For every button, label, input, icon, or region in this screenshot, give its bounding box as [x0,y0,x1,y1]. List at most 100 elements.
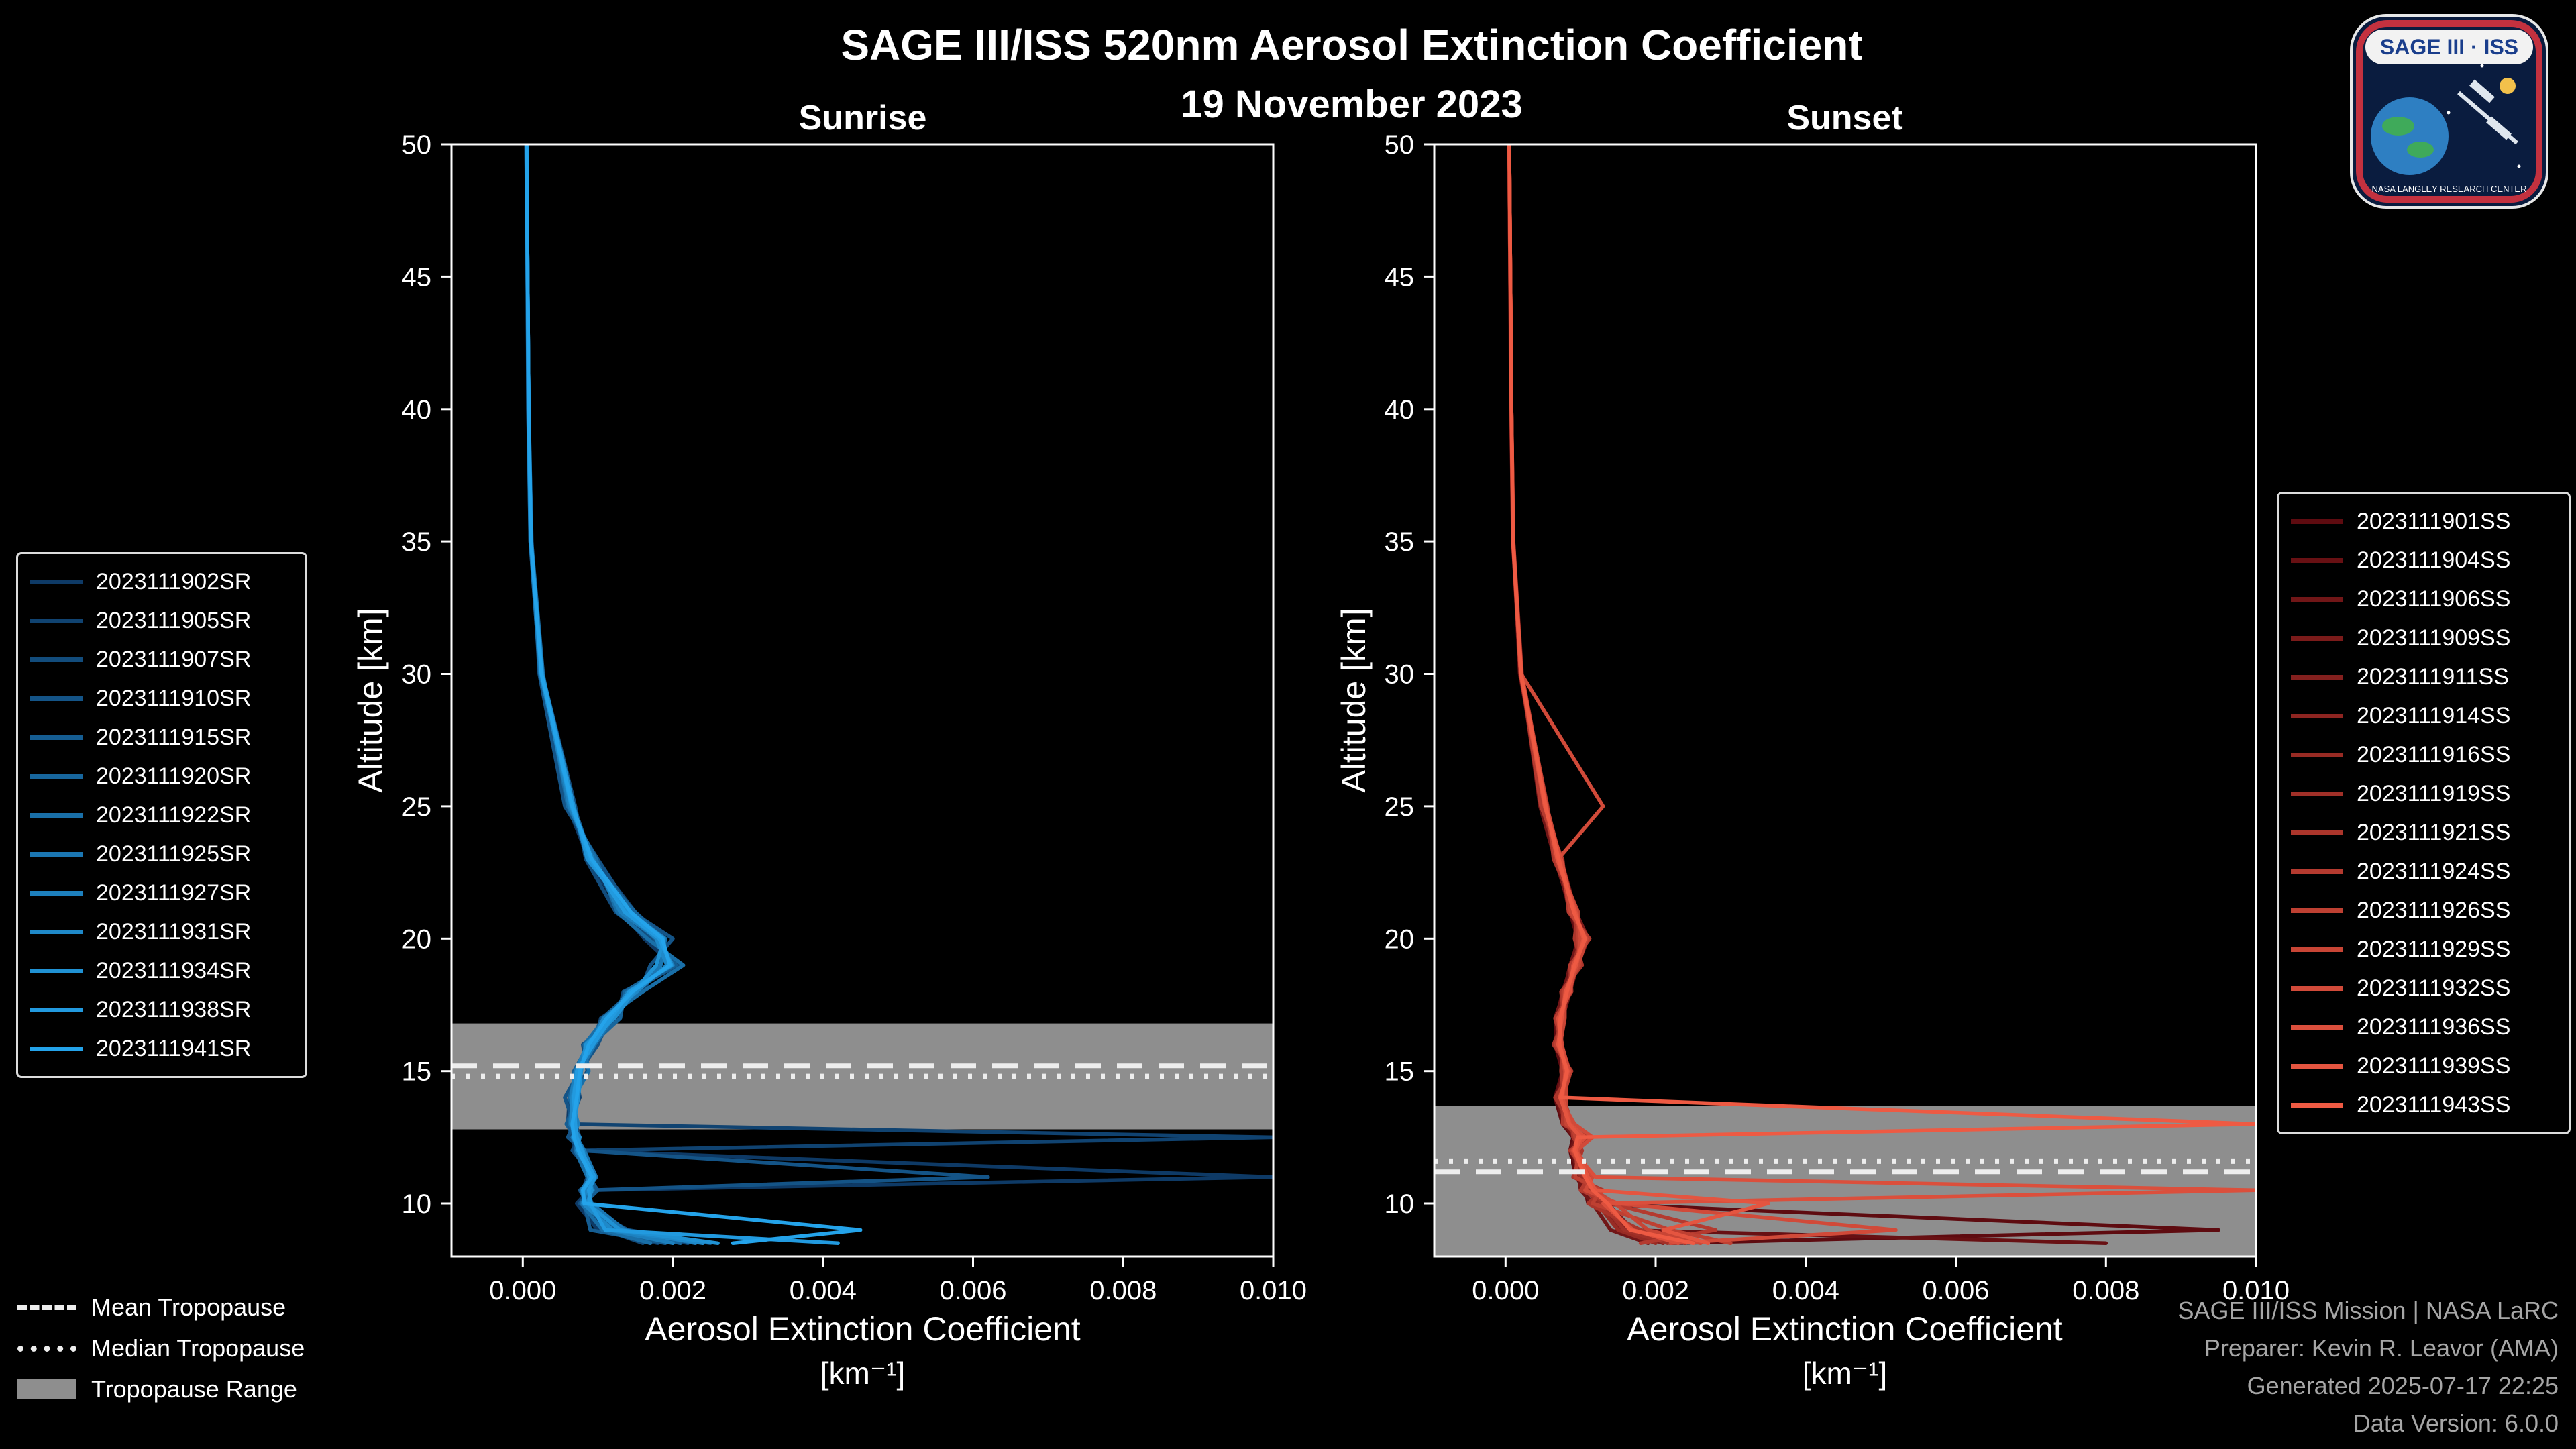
legend-label: 2023111926SS [2357,897,2511,923]
legend-label: 2023111916SS [2357,741,2511,767]
legend-item-2023111901SS: 2023111901SS [2291,502,2557,541]
legend-label: 2023111902SR [96,568,252,594]
data-version: Data Version: 6.0.0 [2353,1409,2559,1437]
legend-label: 2023111901SS [2357,508,2511,534]
legend-label: 2023111927SR [96,879,252,906]
legend-item-2023111904SS: 2023111904SS [2291,541,2557,580]
legend-item-2023111943SS: 2023111943SS [2291,1085,2557,1124]
logo-org-text: NASA LANGLEY RESEARCH CENTER [2372,184,2527,194]
sage-iii-iss-logo: SAGE III · ISS NASA LANGLEY RESEARCH CEN… [2350,14,2548,209]
tropopause-range-label: Tropopause Range [91,1375,297,1403]
legend-label: 2023111925SR [96,841,252,867]
sunrise-plot: 0.000 0.002 0.004 0.006 0.008 0.010 10 15 20 25 30… [402,130,1307,1305]
legend-item-2023111939SS: 2023111939SS [2291,1046,2557,1085]
legend-label: 2023111924SS [2357,858,2511,884]
profile-line-2023111906SS [1507,144,1650,1246]
legend-label: 2023111922SR [96,802,252,828]
legend-line-swatch [2291,908,2343,913]
profile-line-2023111936SS [1507,144,2256,1246]
profile-line-2023111901SS [1507,144,2220,1246]
y-tick-label: 30 [1385,660,1415,690]
footer-credits: SAGE III/ISS Mission | NASA LaRC Prepare… [2178,1292,2559,1442]
legend-label: 2023111929SS [2357,936,2511,962]
legend-item-2023111938SR: 2023111938SR [30,990,293,1029]
legend-item-2023111914SS: 2023111914SS [2291,696,2557,735]
legend-label: 2023111939SS [2357,1053,2511,1079]
y-tick-label: 50 [402,130,432,160]
profile-line-2023111941SR [525,144,863,1246]
legend-label: 2023111914SS [2357,702,2511,729]
legend-item-2023111920SR: 2023111920SR [30,757,293,796]
x-tick-label: 0.008 [1089,1276,1157,1305]
x-tick-label: 0.004 [1772,1276,1839,1305]
legend-line-swatch [2291,791,2343,796]
y-tick-label: 20 [1385,924,1415,954]
legend-item-2023111902SR: 2023111902SR [30,562,293,601]
y-tick-label: 25 [1385,792,1415,822]
legend-line-swatch [30,1007,83,1012]
mission-credit: SAGE III/ISS Mission | NASA LaRC [2178,1297,2559,1324]
logo-earth-land [2407,142,2434,158]
y-tick-label: 10 [402,1189,432,1219]
profile-line-2023111916SS [1507,144,1658,1246]
sunrise-plot-border [450,143,1275,1258]
sunrise-y-axis-label: Altitude [km] [352,608,389,793]
profile-line-2023111929SS [1507,144,1703,1246]
legend-item-2023111922SR: 2023111922SR [30,796,293,835]
y-tick-label: 35 [1385,527,1415,557]
mean-tropopause-label: Mean Tropopause [91,1293,286,1321]
legend-line-swatch [2291,1102,2343,1108]
legend-line-swatch [30,812,83,818]
legend-item-2023111907SR: 2023111907SR [30,640,293,679]
profile-line-2023111924SS [1507,144,1718,1246]
legend-line-swatch [30,579,83,584]
tropopause-legend: Mean Tropopause Median Tropopause Tropop… [17,1293,305,1416]
page-title: SAGE III/ISS 520nm Aerosol Extinction Co… [841,21,1863,69]
sunrise-x-axis-label: Aerosol Extinction Coefficient [km⁻¹] [527,1309,1198,1391]
legend-item-2023111925SR: 2023111925SR [30,835,293,873]
y-tick-label: 45 [1385,262,1415,292]
legend-label: 2023111919SS [2357,780,2511,806]
profile-line-2023111904SS [1507,144,2108,1246]
logo-star [2447,111,2451,115]
legend-item-2023111929SS: 2023111929SS [2291,930,2557,969]
y-tick-label: 15 [1385,1057,1415,1087]
x-tick-label: 0.010 [1240,1276,1307,1305]
legend-line-swatch [2291,596,2343,602]
y-tick-label: 45 [402,262,432,292]
legend-line-swatch [30,929,83,934]
x-tick-label: 0.002 [1622,1276,1689,1305]
legend-line-swatch [30,735,83,740]
y-tick-label: 20 [402,924,432,954]
legend-item-2023111924SS: 2023111924SS [2291,852,2557,891]
dashed-line-swatch [17,1305,76,1310]
logo-earth [2371,97,2449,175]
legend-label: 2023111931SR [96,918,252,945]
legend-label: 2023111920SR [96,763,252,789]
legend-label: 2023111932SS [2357,975,2511,1001]
mean-tropopause-legend-item: Mean Tropopause [17,1293,305,1322]
legend-item-2023111926SS: 2023111926SS [2291,891,2557,930]
profile-line-2023111943SS [1507,144,2256,1246]
legend-line-swatch [30,1046,83,1051]
legend-item-2023111905SR: 2023111905SR [30,601,293,640]
preparer-credit: Preparer: Kevin R. Leavor (AMA) [2204,1334,2559,1362]
legend-label: 2023111904SS [2357,547,2511,573]
legend-label: 2023111911SS [2357,663,2509,690]
y-tick-label: 35 [402,527,432,557]
x-axis-label-text: Aerosol Extinction Coefficient [1627,1310,2063,1348]
sunset-y-axis-label: Altitude [km] [1335,608,1373,793]
logo-star [2517,164,2521,168]
logo-star [2480,64,2484,68]
x-axis-units: [km⁻¹] [820,1356,906,1391]
x-tick-label: 0.002 [639,1276,706,1305]
logo-earth-land [2382,117,2414,136]
y-tick-label: 10 [1385,1189,1415,1219]
legend-line-swatch [2291,1063,2343,1069]
legend-item-2023111906SS: 2023111906SS [2291,580,2557,619]
legend-label: 2023111915SR [96,724,252,750]
legend-label: 2023111921SS [2357,819,2511,845]
x-tick-label: 0.004 [790,1276,857,1305]
legend-label: 2023111943SS [2357,1091,2511,1118]
